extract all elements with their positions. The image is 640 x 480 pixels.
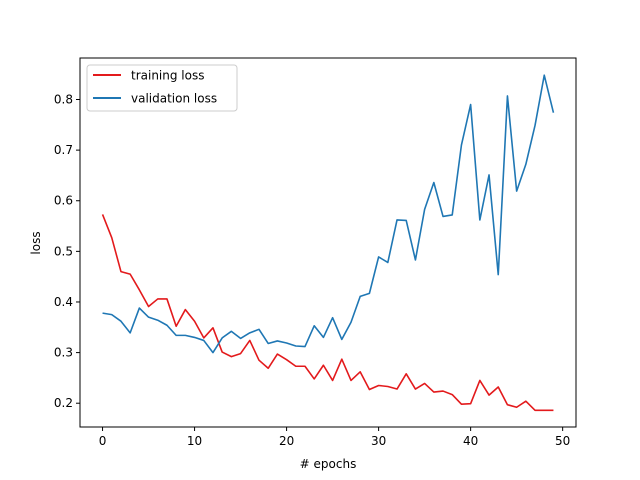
y-tick-label: 0.6 bbox=[54, 194, 73, 208]
y-tick-label: 0.4 bbox=[54, 295, 73, 309]
series-layer bbox=[101, 74, 555, 412]
y-tick-label: 0.2 bbox=[54, 396, 73, 410]
x-tick-label: 0 bbox=[99, 434, 107, 448]
x-tick-label: 30 bbox=[371, 434, 386, 448]
legend-box bbox=[86, 64, 238, 112]
legend-label-training-loss: training loss bbox=[131, 69, 204, 83]
x-axis-ticks: 0 10 20 30 40 50 bbox=[99, 427, 570, 448]
plot-frame bbox=[79, 57, 577, 428]
series-line-validation-loss bbox=[102, 74, 555, 354]
y-tick-label: 0.5 bbox=[54, 244, 73, 258]
y-axis-ticks: 0.2 0.3 0.4 0.5 0.6 0.7 0.8 bbox=[54, 93, 80, 410]
x-tick-label: 50 bbox=[555, 434, 570, 448]
legend: training loss validation loss bbox=[86, 64, 238, 112]
x-axis-label: # epochs bbox=[300, 457, 357, 471]
series-line-training-loss bbox=[101, 214, 554, 412]
y-axis-label: loss bbox=[29, 231, 43, 254]
legend-label-validation-loss: validation loss bbox=[131, 92, 217, 106]
x-tick-label: 20 bbox=[279, 434, 294, 448]
x-tick-label: 10 bbox=[187, 434, 202, 448]
y-tick-label: 0.8 bbox=[54, 93, 73, 107]
y-tick-label: 0.7 bbox=[54, 143, 73, 157]
x-tick-label: 40 bbox=[463, 434, 478, 448]
y-tick-label: 0.3 bbox=[54, 346, 73, 360]
